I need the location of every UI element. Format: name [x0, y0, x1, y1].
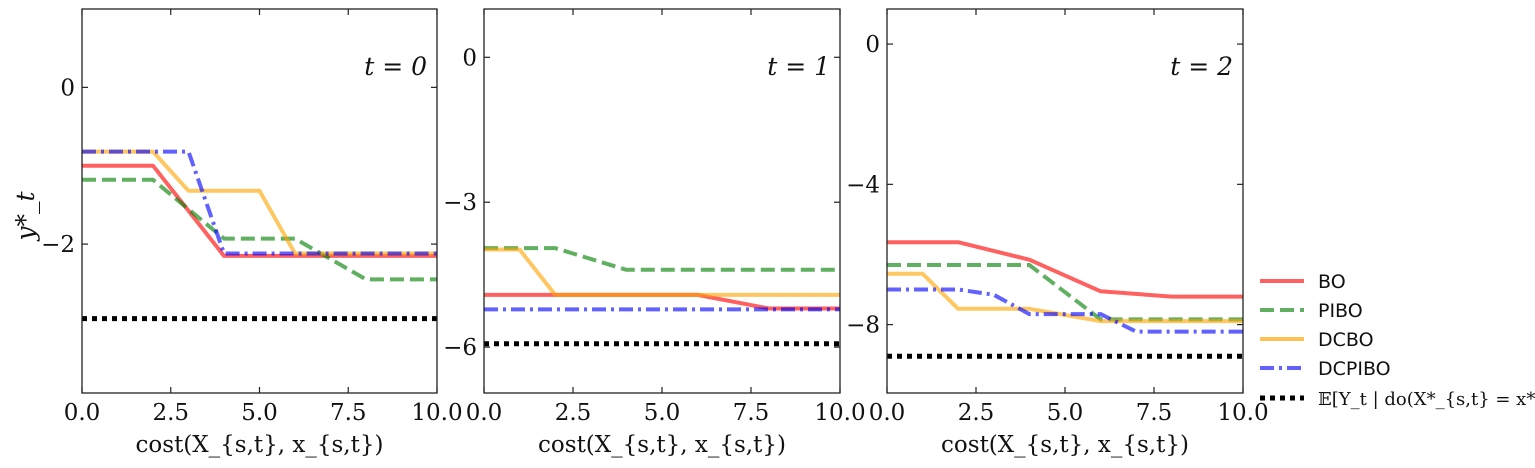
- series-line-bo: [82, 163, 437, 258]
- x-tick-label: 7.5: [330, 400, 367, 426]
- x-tick-label: 0.0: [64, 400, 101, 426]
- x-tick-label: 2.5: [555, 400, 592, 426]
- series-line-dcpibo: [887, 287, 1243, 334]
- panels: 0.0 2.5 5.0 7.5 10.0 0 −2 t = 0 cost(X_{s,t}, x_…: [41, 8, 1269, 458]
- x-tick-label: 5.0: [1047, 400, 1084, 426]
- x-axis-label: cost(X_{s,t}, x_{s,t}): [538, 432, 786, 458]
- series-group: [887, 240, 1243, 359]
- panel-annotation: t = 2: [1170, 52, 1233, 81]
- series-line-dcbo: [887, 271, 1243, 324]
- y-tick-label: 0: [60, 75, 75, 101]
- x-tick-label: 5.0: [644, 400, 681, 426]
- panel-1: 0.0 2.5 5.0 7.5 10.0 0 −3 −6 t = 1 cost(X_{s,t}, …: [443, 8, 866, 458]
- x-axis-label: cost(X_{s,t}, x_{s,t}): [941, 432, 1189, 458]
- panel-annotation: t = 0: [364, 52, 427, 81]
- x-tick-label: 7.5: [733, 400, 770, 426]
- legend-label-dcbo: DCBO: [1318, 329, 1374, 351]
- x-tick-label: 7.5: [1136, 400, 1173, 426]
- y-tick-label: −8: [846, 313, 880, 339]
- x-tick-label: 5.0: [241, 400, 278, 426]
- x-tick-label: 0.0: [869, 400, 906, 426]
- legend-label-pibo: PIBO: [1318, 300, 1363, 322]
- legend-label-bo: BO: [1318, 271, 1346, 293]
- series-line-pibo: [82, 177, 437, 282]
- series-line-dcbo: [484, 247, 840, 297]
- panel-annotation: t = 1: [767, 52, 830, 81]
- y-tick-label: 0: [865, 32, 880, 58]
- series-group: [484, 246, 840, 347]
- series-line-bo: [484, 292, 840, 311]
- x-axis-label: cost(X_{s,t}, x_{s,t}): [136, 432, 384, 458]
- series-line-pibo: [484, 246, 840, 272]
- x-tick-label: 2.5: [152, 400, 189, 426]
- panel-2: 0.0 2.5 5.0 7.5 10.0 0 −4 −8 t = 2 cost(X_{s,t}, …: [846, 8, 1269, 458]
- x-tick-label: 2.5: [958, 400, 995, 426]
- y-tick-label: −4: [846, 172, 880, 198]
- x-tick-label: 10.0: [1217, 400, 1268, 426]
- x-tick-label: 0.0: [466, 400, 503, 426]
- y-tick-label: −2: [41, 232, 75, 258]
- series-group: [82, 149, 437, 322]
- y-tick-label: 0: [462, 45, 477, 71]
- series-line-bo: [887, 240, 1243, 299]
- legend-label-optimum: 𝔼[Y_t | do(X*_{s,t} = x*_{s,t})]: [1318, 389, 1535, 410]
- y-axis-label: y*_t: [11, 190, 40, 241]
- x-tick-label: 10.0: [814, 400, 865, 426]
- x-tick-label: 10.0: [411, 400, 462, 426]
- panel-0: 0.0 2.5 5.0 7.5 10.0 0 −2 t = 0 cost(X_{s,t}, x_…: [41, 8, 463, 458]
- y-tick-label: −6: [443, 335, 477, 361]
- legend-label-dcpibo: DCPIBO: [1318, 358, 1391, 380]
- y-tick-label: −3: [443, 190, 477, 216]
- legend: BO PIBO DCBO DCPIBO 𝔼[Y_t | do(X*_{s,t} …: [1260, 271, 1535, 410]
